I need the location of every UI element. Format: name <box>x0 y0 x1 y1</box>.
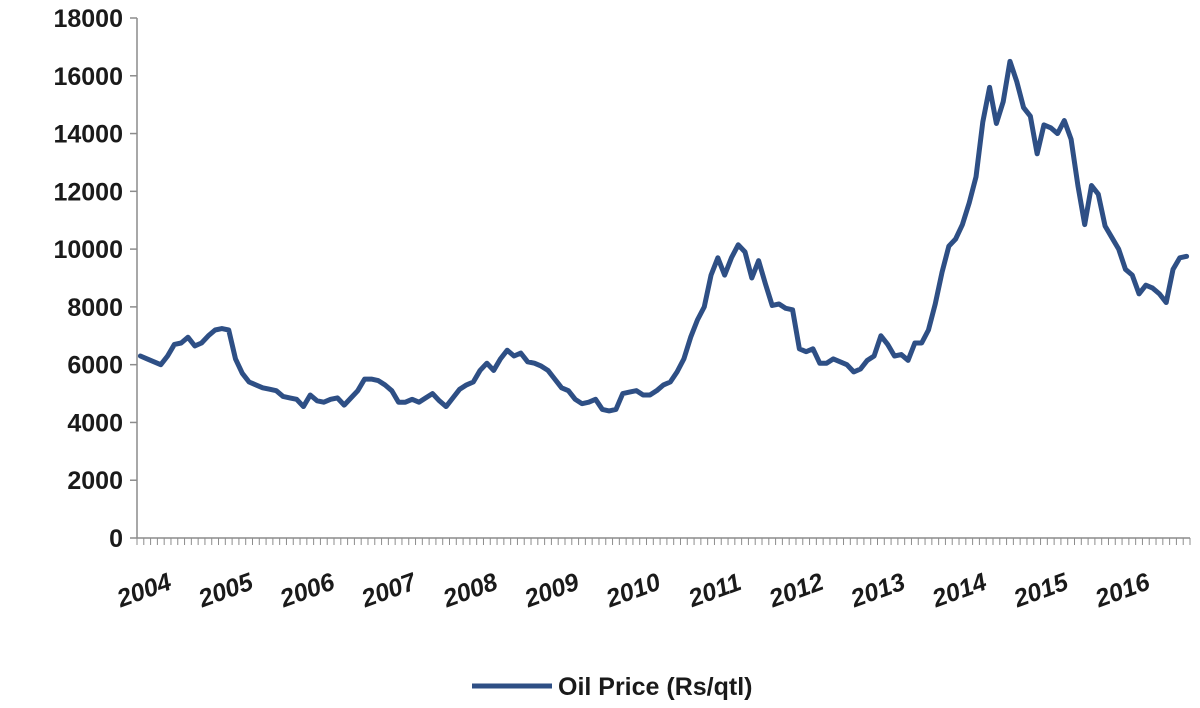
x-tick-label: 2015 <box>1009 567 1073 613</box>
x-axis: 2004 2005 2006 2007 2008 2009 2010 2011 2012 2013… <box>112 537 1191 614</box>
x-tick-label: 2011 <box>684 568 745 613</box>
legend: Oil Price (Rs/qtl) <box>472 673 752 701</box>
y-tick-label: 4000 <box>67 409 123 437</box>
series-layer <box>137 58 1190 414</box>
y-axis: 0 2000 4000 6000 8000 10000 12000 14000 16000 180… <box>53 5 138 553</box>
x-tick-label: 2004 <box>112 568 175 614</box>
y-tick-label: 16000 <box>53 63 123 91</box>
x-tick-label: 2014 <box>928 568 991 614</box>
x-tick-label: 2005 <box>194 567 258 613</box>
x-tick-label: 2013 <box>846 568 909 614</box>
y-tick-label: 6000 <box>67 352 123 380</box>
x-tick-label: 2007 <box>357 567 421 613</box>
y-tick-label: 10000 <box>53 236 123 264</box>
x-tick-label: 2010 <box>602 568 665 614</box>
y-tick-label: 14000 <box>53 121 123 149</box>
x-tick-label: 2008 <box>438 568 501 614</box>
y-tick-label: 18000 <box>53 5 123 33</box>
x-tick-label: 2012 <box>765 568 828 614</box>
x-tick-label: 2006 <box>275 567 339 613</box>
series-line-oil-price <box>137 58 1190 414</box>
y-tick-label: 8000 <box>67 294 123 322</box>
legend-label-oil-price: Oil Price (Rs/qtl) <box>558 673 752 701</box>
y-tick-label: 0 <box>109 525 123 553</box>
x-tick-label: 2016 <box>1091 567 1155 613</box>
y-tick-label: 12000 <box>53 178 123 206</box>
x-tick-label: 2009 <box>520 568 583 614</box>
y-tick-label: 2000 <box>67 467 123 495</box>
